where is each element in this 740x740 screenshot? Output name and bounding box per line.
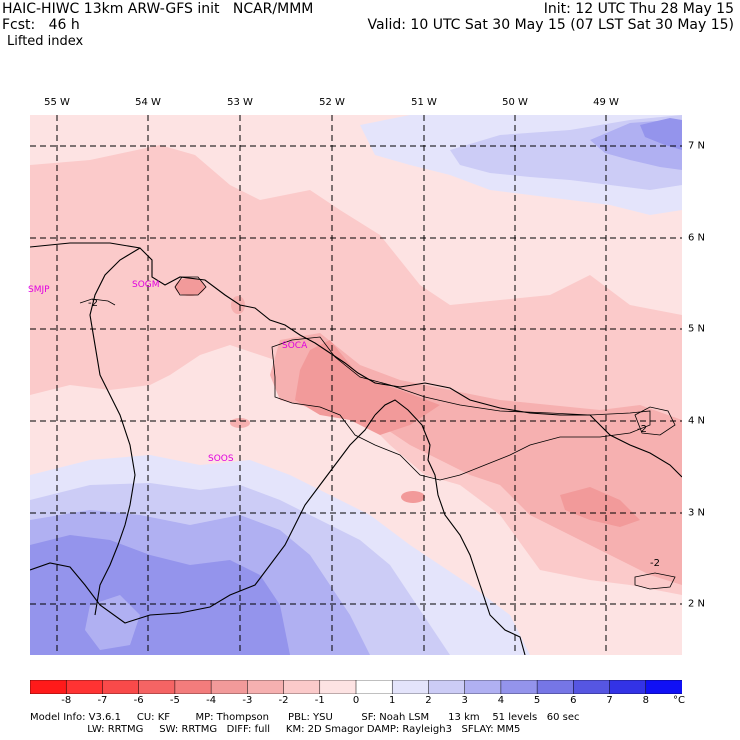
colorbar-swatch	[138, 680, 176, 694]
lifted-index-map[interactable]	[30, 115, 682, 655]
colorbar-swatch	[536, 680, 575, 694]
lon-label-54w: 54 W	[135, 97, 161, 108]
lat-label-2n: 2 N	[688, 598, 706, 610]
colorbar-tick-label: -6	[133, 695, 144, 706]
colorbar-swatch	[428, 680, 466, 694]
valid-time: Valid: 10 UTC Sat 30 May 15 (07 LST Sat …	[367, 17, 734, 33]
lat-label-5n: 5 N	[688, 323, 706, 335]
lat-label-6n: 6 N	[688, 232, 706, 244]
lon-label-53w: 53 W	[227, 97, 253, 108]
border-suriname-guyana	[89, 247, 141, 616]
lat-label-3n: 3 N	[688, 507, 706, 519]
station-soca: SOCA	[282, 341, 308, 351]
colorbar-swatch	[464, 680, 502, 694]
colorbar-tick-label: -4	[206, 695, 217, 706]
lon-label-49w: 49 W	[593, 97, 619, 108]
colorbar-swatch	[65, 680, 104, 694]
field-name: Lifted index	[7, 34, 84, 49]
colorbar-swatch	[319, 680, 357, 694]
shade-red-island-2	[231, 296, 245, 314]
colorbar-tick-label: 6	[570, 695, 577, 706]
lon-label-51w: 51 W	[411, 97, 437, 108]
forecast-hour: Fcst: 46 h	[2, 17, 80, 33]
colorbar-tick-label: 4	[497, 695, 505, 706]
colorbar-tick-label: 7	[606, 695, 613, 706]
colorbar-tick-label: -7	[97, 695, 108, 706]
colorbar-tick-label: -3	[242, 695, 253, 706]
colorbar-swatch	[645, 680, 682, 694]
colorbar-swatch	[500, 680, 538, 694]
colorbar-swatch	[609, 680, 647, 694]
colorbar-swatch	[174, 680, 212, 694]
colorbar-tick-label: 8	[642, 695, 649, 706]
lat-label-7n: 7 N	[688, 140, 706, 152]
colorbar-tick-label: 5	[533, 695, 541, 706]
colorbar-tick-label: -8	[61, 695, 72, 706]
lat-label-4n: 4 N	[688, 415, 706, 427]
shade-light-blue-sw-pocket	[85, 595, 140, 650]
contour-minus2-se	[634, 572, 676, 590]
lon-label-52w: 52 W	[319, 97, 345, 108]
shade-strong-red-east	[560, 487, 640, 527]
colorbar-tick-label: -2	[278, 695, 289, 706]
init-time: Init: 12 UTC Thu 28 May 15	[543, 1, 734, 17]
colorbar-swatch	[247, 680, 285, 694]
colorbar-unit: °C	[673, 695, 685, 706]
station-sogm: SOGM	[132, 280, 160, 290]
contour-label-se: -2	[650, 558, 660, 569]
lon-label-55w: 55 W	[44, 97, 70, 108]
model-title: HAIC-HIWC 13km ARW-GFS init NCAR/MMM	[2, 1, 314, 17]
shade-red-island-3	[401, 491, 425, 503]
colorbar-swatch	[102, 680, 140, 694]
station-soos: SOOS	[208, 454, 234, 464]
colorbar-tick-label: 2	[425, 695, 432, 706]
colorbar-tick-label: -1	[314, 695, 325, 706]
latlon-grid	[30, 115, 682, 655]
contour-minus2-socas	[271, 336, 651, 481]
colorbar-swatch	[355, 680, 393, 694]
contour-minus2-east	[634, 406, 676, 436]
contour-minus2-island	[174, 276, 207, 296]
coastline	[30, 242, 682, 478]
lon-label-50w: 50 W	[502, 97, 528, 108]
colorbar-swatch	[210, 680, 249, 694]
border-suriname-fg	[374, 399, 526, 655]
contour-label-west: -2	[88, 298, 98, 309]
shade-red-island-1	[175, 278, 205, 296]
contour-minus2-west	[79, 298, 116, 306]
colorbar-tick-label: 1	[389, 695, 396, 706]
shade-strong-blue-ne	[640, 118, 682, 150]
station-smjp: SMJP	[28, 285, 50, 295]
colorbar	[30, 680, 682, 694]
colorbar-tick-label: 3	[461, 695, 468, 706]
colorbar-swatch	[30, 680, 67, 694]
colorbar-swatch	[283, 680, 321, 694]
model-info-line2: LW: RRTMG SW: RRTMG DIFF: full KM: 2D Sm…	[30, 724, 521, 735]
colorbar-swatch	[391, 680, 430, 694]
colorbar-tick-label: -5	[169, 695, 180, 706]
model-info-line1: Model Info: V3.6.1 CU: KF MP: Thompson P…	[30, 712, 580, 723]
colorbar-tick-label: 0	[352, 695, 360, 706]
colorbar-swatch	[573, 680, 611, 694]
contour-label-east: -2	[637, 424, 647, 435]
